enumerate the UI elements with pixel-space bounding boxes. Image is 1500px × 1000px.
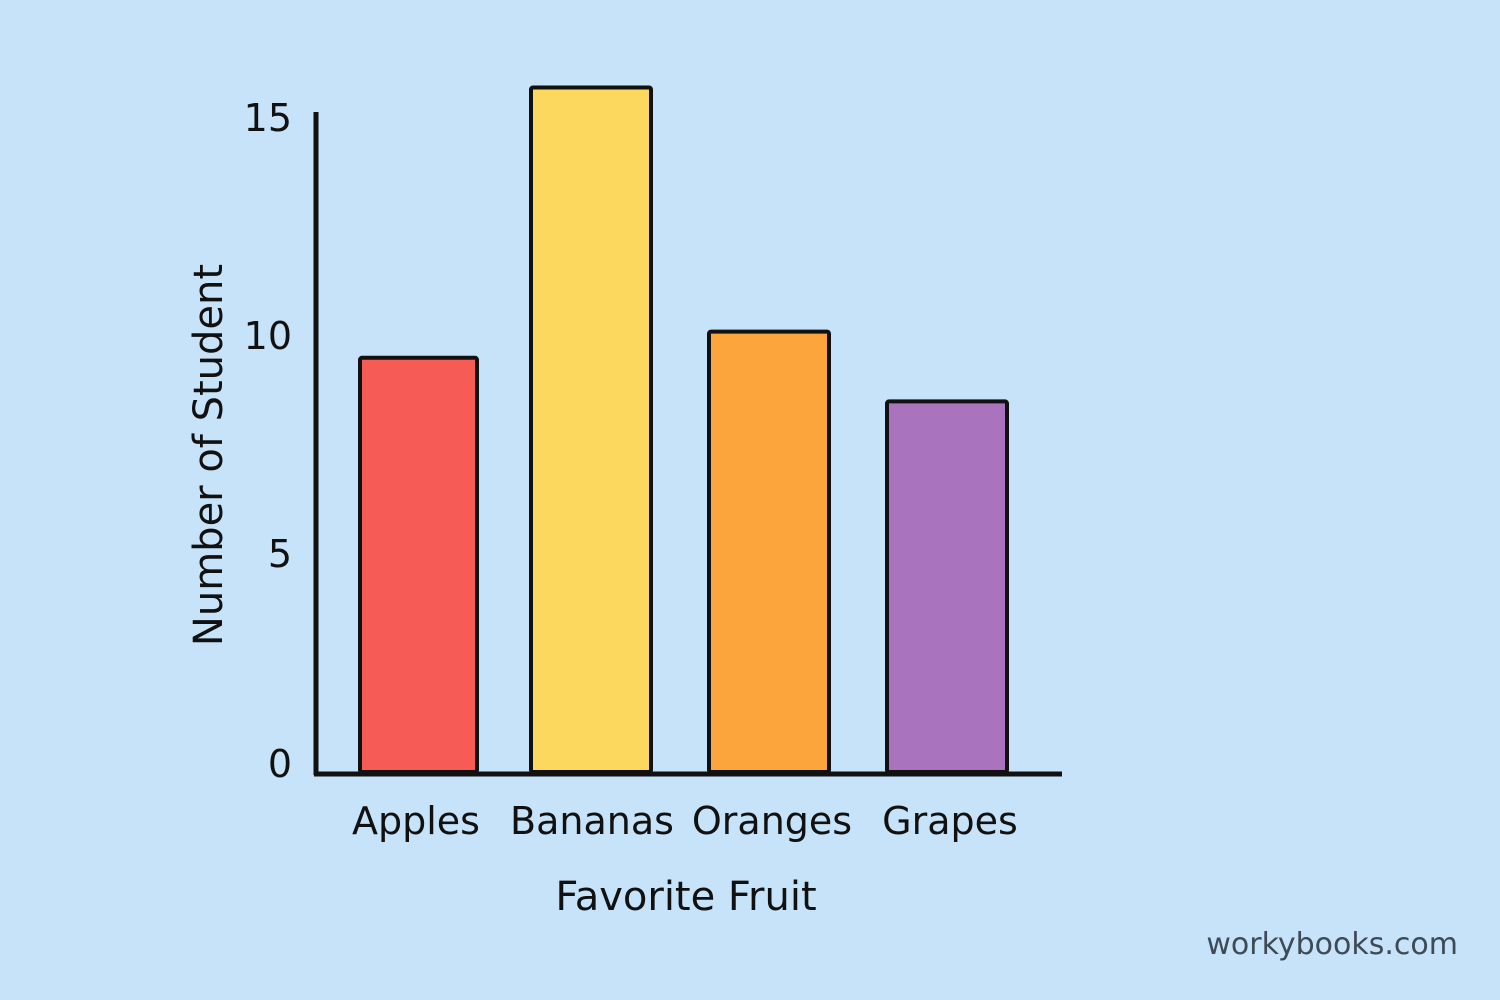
bars-group [358,85,1009,775]
y-axis-title: Number of Student [186,264,232,646]
x-tick-label-bananas: Bananas [510,799,674,843]
y-tick-labels: 0 5 10 15 [244,96,292,786]
x-tick-label-apples: Apples [352,799,480,843]
bar-apples [358,355,479,774]
y-tick-label-10: 10 [244,314,292,358]
y-tick-label-5: 5 [268,532,292,576]
bar-grapes [885,399,1009,774]
bar-bananas [529,85,653,775]
x-tick-labels: Apples Bananas Oranges Grapes [352,799,1018,843]
bar-oranges [707,329,831,774]
y-tick-label-0: 0 [268,742,292,786]
x-tick-label-oranges: Oranges [692,799,852,843]
watermark: workybooks.com [1206,927,1458,962]
y-tick-label-15: 15 [244,96,292,140]
x-tick-label-grapes: Grapes [882,799,1018,843]
x-axis-title: Favorite Fruit [555,874,816,920]
